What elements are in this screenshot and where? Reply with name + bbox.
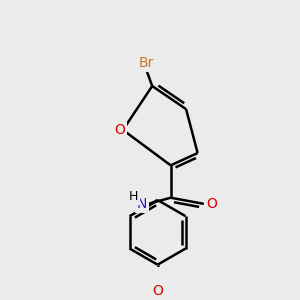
Text: H: H (128, 190, 138, 203)
Text: O: O (114, 123, 125, 137)
Text: N: N (137, 197, 147, 211)
Text: O: O (206, 197, 217, 211)
Text: Br: Br (138, 56, 154, 70)
Text: O: O (152, 284, 163, 298)
